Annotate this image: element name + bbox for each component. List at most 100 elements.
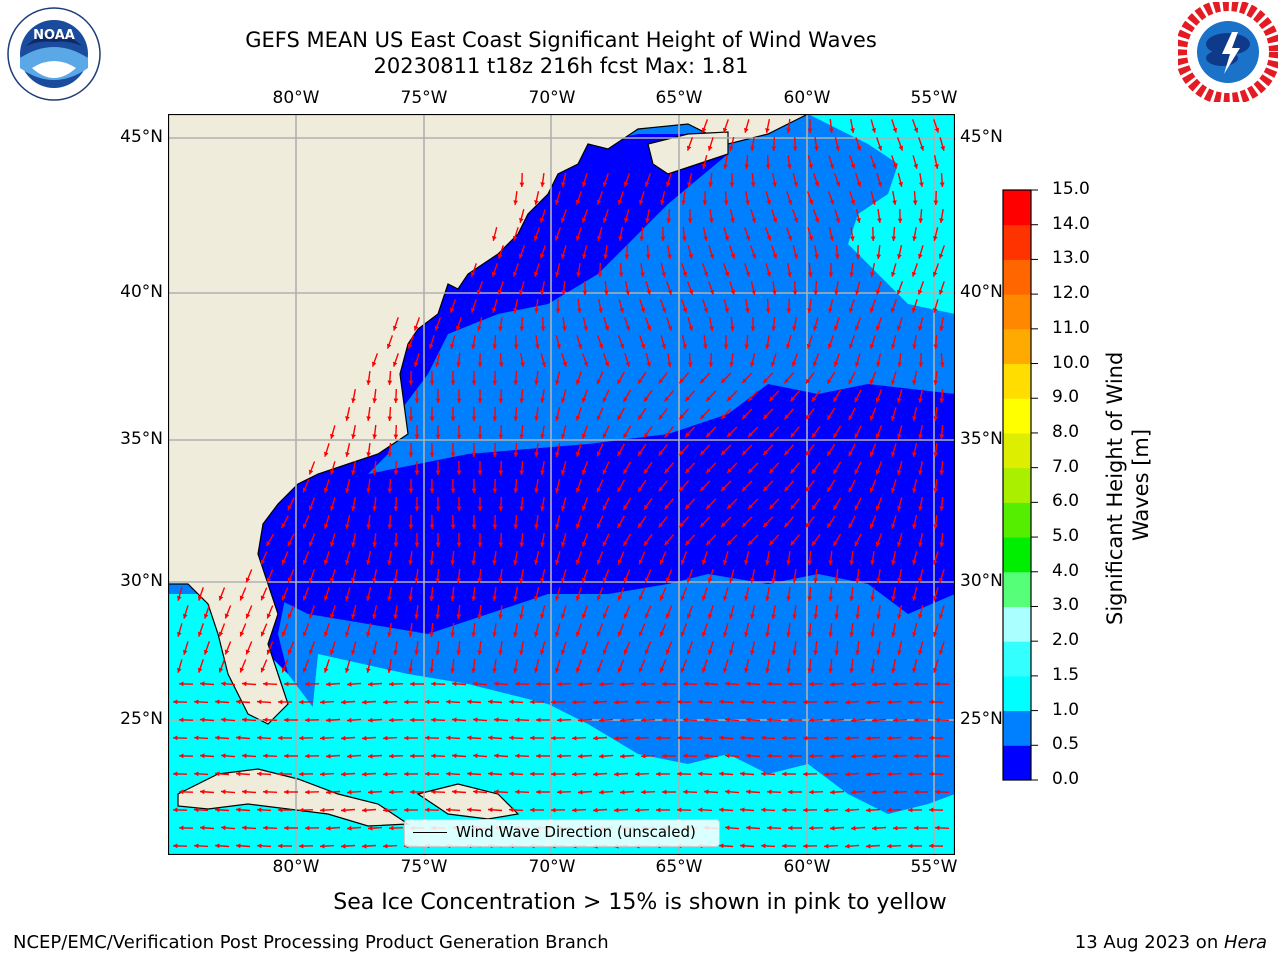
wave-direction-arrowhead: [638, 486, 643, 492]
wave-direction-arrowhead: [827, 522, 832, 528]
wave-direction-arrowhead: [682, 271, 688, 277]
wave-direction-arrowhead: [362, 807, 367, 813]
wave-direction-arrowhead: [555, 272, 560, 277]
wave-direction-arrowhead: [850, 163, 856, 169]
wave-direction-arrowhead: [908, 771, 913, 777]
wave-direction-arrowhead: [492, 632, 497, 637]
wave-direction-arrowhead: [793, 217, 799, 223]
wave-direction-arrowhead: [896, 325, 902, 331]
wave-direction-arrowhead: [347, 717, 352, 723]
wave-direction-arrowhead: [667, 362, 672, 367]
wave-direction-arrowhead: [849, 560, 855, 565]
wave-direction-arrowhead: [875, 541, 881, 547]
wave-direction-arrowhead: [786, 596, 791, 601]
wave-direction-arrowhead: [617, 487, 622, 493]
wave-direction-arrowhead: [845, 843, 850, 849]
wave-direction-arrowhead: [813, 325, 818, 331]
lon-label-top: 70°W: [528, 88, 576, 108]
wave-direction-arrowhead: [596, 631, 602, 637]
wave-direction-arrowhead: [540, 614, 545, 619]
wave-direction-arrowhead: [706, 504, 711, 510]
wave-direction-arrowhead: [723, 344, 729, 349]
wave-direction-arrowhead: [602, 181, 608, 187]
wave-direction-arrowhead: [807, 308, 812, 313]
wave-direction-arrowhead: [918, 253, 923, 259]
wave-direction-arrowhead: [933, 559, 938, 565]
wave-direction-arrowhead: [224, 613, 230, 619]
wave-direction-arrowhead: [912, 524, 917, 529]
wave-direction-arrowhead: [824, 843, 829, 849]
wave-direction-arrowhead: [641, 681, 646, 687]
wave-direction-arrowhead: [551, 699, 556, 705]
wave-direction-arrowhead: [703, 236, 708, 241]
wave-direction-arrowhead: [761, 843, 766, 849]
wave-direction-arrowhead: [744, 668, 749, 673]
wave-direction-arrowhead: [492, 488, 498, 493]
wave-direction-arrowhead: [805, 522, 811, 528]
colorbar-tick-label: 12.0: [1052, 283, 1090, 304]
wave-direction-arrowhead: [918, 542, 923, 547]
wave-direction-arrowhead: [765, 668, 770, 673]
wave-direction-arrowhead: [719, 735, 724, 741]
wave-direction-arrowhead: [898, 145, 904, 151]
wave-direction-arrowhead: [935, 753, 940, 759]
wave-direction-arrowhead: [870, 596, 875, 601]
wave-direction-arrowhead: [765, 632, 770, 637]
wave-direction-arrowhead: [368, 825, 373, 831]
wave-direction-arrowhead: [897, 218, 903, 223]
wave-direction-arrowhead: [908, 843, 913, 849]
wave-direction-arrowhead: [414, 398, 420, 403]
wave-direction-arrowhead: [918, 326, 923, 331]
wave-direction-arrowhead: [935, 825, 940, 831]
wave-direction-arrowhead: [620, 717, 625, 723]
wave-direction-arrowhead: [534, 560, 539, 565]
wave-direction-arrowhead: [620, 681, 625, 687]
wave-direction-arrowhead: [435, 650, 441, 655]
wave-direction-arrowhead: [850, 199, 856, 205]
wave-direction-arrowhead: [467, 807, 472, 813]
wave-direction-arrowhead: [614, 735, 619, 741]
wave-direction-arrowhead: [299, 843, 304, 849]
wave-direction-arrowhead: [513, 524, 519, 529]
wave-direction-arrowhead: [536, 717, 541, 723]
wave-direction-arrowhead: [793, 181, 798, 187]
wave-direction-arrowhead: [939, 182, 945, 187]
wave-direction-arrowhead: [387, 380, 393, 385]
wave-direction-arrowhead: [782, 699, 787, 705]
wave-direction-arrowhead: [939, 326, 944, 331]
wave-direction-arrowhead: [299, 807, 304, 813]
wave-direction-arrowhead: [876, 254, 882, 259]
wave-direction-arrowhead: [807, 632, 813, 637]
wave-direction-arrowhead: [646, 361, 651, 367]
wave-direction-arrowhead: [581, 541, 587, 547]
wave-direction-arrowhead: [856, 218, 861, 223]
wave-direction-arrowhead: [767, 789, 772, 795]
wave-direction-arrowhead: [236, 807, 241, 813]
wave-direction-arrowhead: [557, 753, 562, 759]
wave-direction-arrowhead: [788, 753, 793, 759]
colorbar-segment: [1003, 224, 1031, 260]
wave-direction-arrowhead: [471, 416, 477, 421]
wave-direction-arrowhead: [366, 524, 371, 529]
wave-direction-arrowhead: [748, 468, 753, 473]
wave-direction-arrowhead: [561, 469, 566, 475]
wave-direction-arrowhead: [557, 681, 562, 687]
wave-direction-arrowhead: [408, 524, 414, 529]
wave-direction-arrowhead: [848, 415, 853, 421]
wave-direction-arrowhead: [830, 825, 835, 831]
wave-direction-arrowhead: [748, 504, 753, 509]
wave-direction-arrowhead: [320, 843, 325, 849]
wave-direction-arrowhead: [215, 771, 220, 777]
wave-direction-arrowhead: [845, 771, 850, 777]
wave-direction-arrowhead: [679, 522, 685, 528]
wave-direction-arrowhead: [383, 807, 388, 813]
wave-direction-arrowhead: [751, 290, 756, 295]
wave-direction-arrowhead: [644, 432, 649, 438]
wave-direction-arrowhead: [854, 541, 859, 547]
wave-direction-arrowhead: [473, 789, 478, 795]
wave-direction-arrowhead: [239, 667, 245, 673]
wave-direction-arrowhead: [200, 825, 205, 831]
wave-direction-arrowhead: [891, 379, 896, 385]
wave-direction-arrowhead: [709, 326, 714, 331]
wave-direction-arrowhead: [892, 200, 897, 205]
